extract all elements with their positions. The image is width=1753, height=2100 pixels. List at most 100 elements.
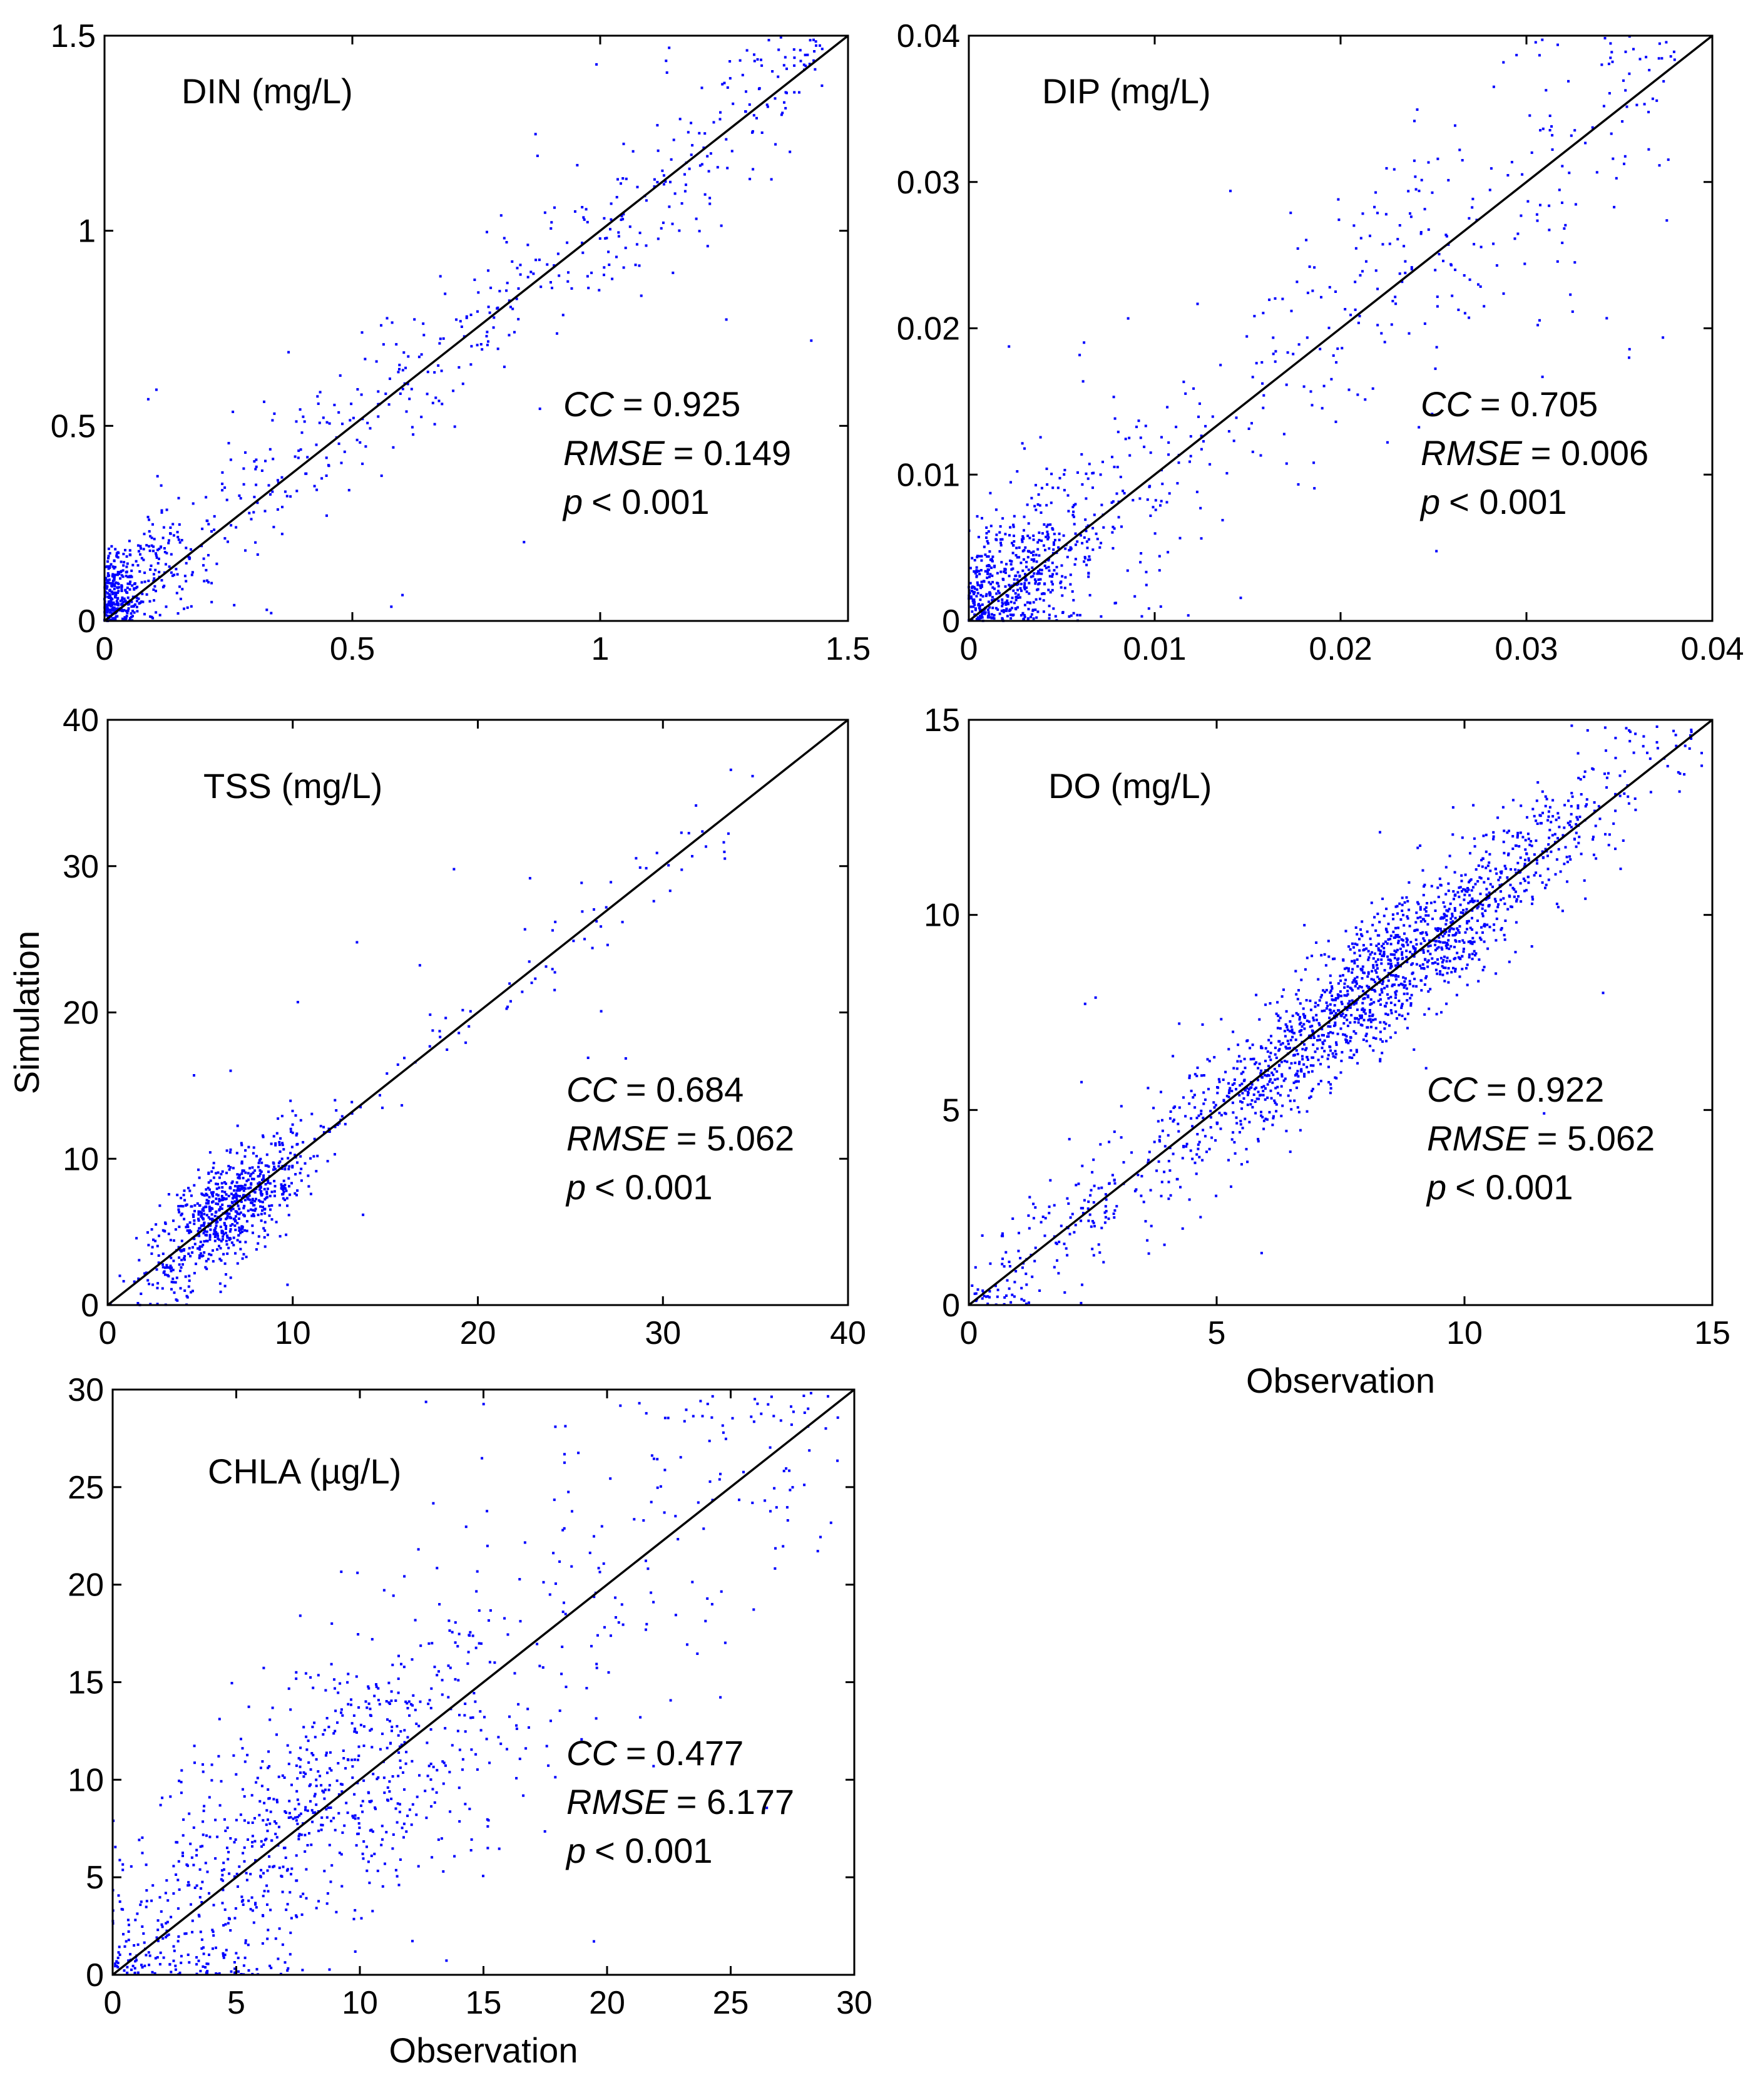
- data-point: [1100, 615, 1103, 618]
- data-point: [139, 545, 142, 548]
- data-point: [394, 1807, 397, 1810]
- data-point: [1224, 1112, 1227, 1115]
- data-point: [253, 1169, 257, 1172]
- data-point: [487, 305, 490, 309]
- data-point: [113, 559, 116, 562]
- data-point: [1394, 1010, 1398, 1013]
- data-point: [1145, 583, 1148, 586]
- data-point: [113, 583, 116, 586]
- data-point: [435, 1791, 438, 1794]
- data-point: [1648, 69, 1651, 71]
- data-point: [1530, 844, 1533, 848]
- data-point: [1050, 501, 1053, 505]
- data-point: [1086, 477, 1090, 480]
- data-point: [1267, 1065, 1270, 1068]
- data-point: [1081, 1283, 1083, 1286]
- data-point: [1347, 970, 1350, 973]
- data-point: [997, 590, 1000, 593]
- data-point: [1428, 939, 1431, 942]
- data-point: [210, 1207, 213, 1210]
- data-point: [250, 1214, 253, 1217]
- data-point: [581, 206, 584, 208]
- data-point: [1372, 1037, 1375, 1039]
- data-point: [114, 573, 117, 576]
- stat-cc-dip: CC = 0.705: [1421, 384, 1598, 424]
- data-point: [1381, 982, 1384, 985]
- data-point: [346, 1681, 349, 1684]
- data-point: [1586, 729, 1589, 732]
- data-point: [1272, 1073, 1275, 1077]
- data-point: [1362, 1018, 1366, 1022]
- data-point: [1041, 532, 1044, 535]
- data-point: [135, 1237, 138, 1240]
- data-point: [252, 1171, 255, 1174]
- data-point: [266, 1903, 268, 1906]
- data-point: [156, 1956, 159, 1959]
- data-point: [1074, 503, 1077, 506]
- data-point: [245, 1196, 248, 1199]
- data-point: [508, 334, 511, 337]
- data-point: [273, 412, 276, 415]
- data-point: [1339, 990, 1342, 993]
- data-point: [304, 472, 307, 475]
- data-point: [974, 608, 977, 612]
- data-point: [1038, 568, 1041, 571]
- data-point: [1063, 586, 1066, 590]
- data-point: [392, 1594, 395, 1597]
- data-point: [1025, 590, 1028, 593]
- data-point: [1387, 996, 1390, 1000]
- data-point: [172, 1959, 175, 1962]
- data-point: [1252, 1093, 1255, 1096]
- data-point: [1342, 1022, 1346, 1025]
- data-point: [1419, 979, 1423, 982]
- data-point: [291, 1109, 294, 1112]
- data-point: [1568, 172, 1571, 175]
- data-point: [1584, 897, 1587, 900]
- data-point: [1360, 1016, 1363, 1019]
- data-point: [229, 1224, 232, 1227]
- data-point: [1296, 998, 1299, 1001]
- data-point: [200, 1245, 203, 1248]
- data-point: [1426, 961, 1429, 963]
- data-point: [774, 97, 777, 100]
- data-point: [1449, 902, 1452, 905]
- data-point: [113, 575, 116, 578]
- data-point: [268, 1194, 272, 1197]
- data-point: [519, 264, 522, 267]
- data-point: [1140, 1175, 1143, 1178]
- data-point: [1460, 879, 1463, 883]
- data-point: [1154, 499, 1157, 502]
- data-point: [598, 237, 601, 240]
- data-point: [1474, 952, 1478, 955]
- data-point: [399, 1858, 402, 1861]
- data-point: [1247, 428, 1250, 430]
- data-point: [275, 1836, 279, 1839]
- data-point: [244, 1939, 247, 1942]
- data-point: [204, 1266, 207, 1269]
- data-point: [981, 1234, 984, 1237]
- data-point: [109, 608, 111, 612]
- data-point: [973, 593, 975, 595]
- data-point: [160, 511, 163, 514]
- data-point: [141, 592, 144, 595]
- data-point: [1451, 934, 1454, 937]
- data-point: [367, 1791, 370, 1794]
- data-point: [1055, 1242, 1058, 1246]
- data-point: [266, 1164, 268, 1167]
- data-point: [1023, 447, 1026, 450]
- data-point: [1276, 1027, 1279, 1030]
- data-point: [1409, 996, 1412, 1000]
- data-point: [1036, 541, 1040, 544]
- data-point: [986, 608, 989, 612]
- data-point: [1435, 550, 1438, 553]
- data-point: [1294, 970, 1297, 973]
- data-point: [1020, 614, 1023, 617]
- data-point: [186, 606, 189, 609]
- data-point: [1264, 1047, 1267, 1050]
- data-point: [1374, 191, 1377, 194]
- data-point: [159, 1951, 162, 1954]
- data-point: [1074, 1224, 1077, 1227]
- data-point: [1034, 608, 1037, 612]
- data-point: [976, 556, 979, 558]
- data-point: [281, 1193, 284, 1196]
